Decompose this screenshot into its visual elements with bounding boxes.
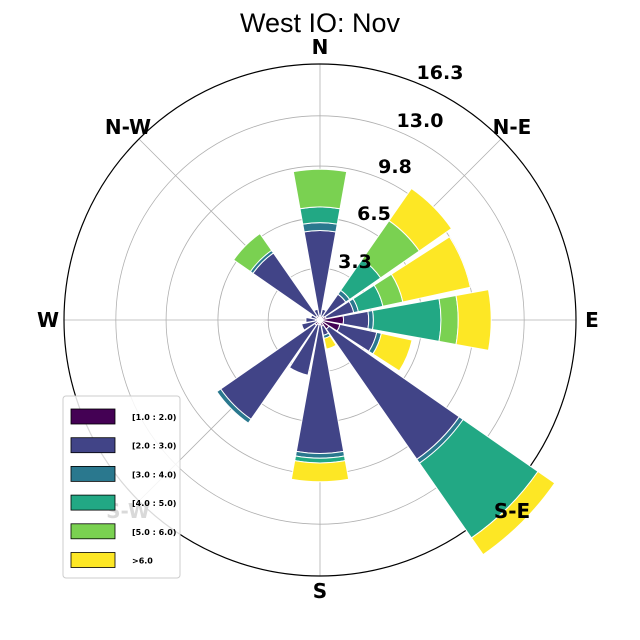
radial-tick-label: 3.3 — [338, 251, 372, 273]
radial-tick-label: 13.0 — [397, 110, 444, 132]
legend-swatch — [70, 523, 116, 540]
radial-tick-label: 9.8 — [378, 156, 412, 178]
radial-tick-label: 6.5 — [357, 203, 391, 225]
windrose-bar — [302, 222, 338, 233]
legend-swatch — [70, 494, 116, 511]
direction-label: N-W — [105, 115, 151, 139]
windrose-bar — [323, 335, 337, 350]
windrose-bar — [438, 294, 459, 346]
legend-label: [2.0 : 3.0) — [132, 442, 176, 451]
windrose-bar — [313, 308, 320, 319]
radial-tick-label: 16.3 — [417, 62, 464, 84]
legend-swatch — [70, 408, 116, 425]
direction-label: E — [585, 308, 599, 332]
direction-label: S-E — [494, 499, 530, 523]
radial-tick-labels: 3.3 6.5 9.8 13.0 16.3 — [338, 62, 463, 273]
legend: [1.0 : 2.0) [2.0 : 3.0) [3.0 : 4.0) [4.0 : … — [62, 395, 181, 579]
windrose-bar — [372, 332, 413, 372]
chart-title: West IO: Nov — [240, 8, 401, 38]
windrose-bar — [288, 323, 320, 376]
legend-label: [1.0 : 2.0) — [132, 413, 176, 422]
legend-label: >6.0 — [132, 557, 153, 566]
legend-label: [5.0 : 6.0) — [132, 528, 176, 537]
windrose-bar — [216, 388, 252, 424]
outer-ring — [63, 63, 577, 577]
windrose-bar — [232, 232, 273, 273]
windrose-bar — [303, 230, 337, 316]
windrose-bar — [470, 470, 556, 556]
sector-bars — [216, 168, 556, 556]
windrose-bar — [390, 236, 471, 303]
direction-label: N — [312, 35, 329, 59]
windrose-bar — [455, 289, 492, 351]
direction-label: N-E — [493, 115, 532, 139]
legend-label: [4.0 : 5.0) — [132, 499, 176, 508]
windrose-bar — [300, 320, 319, 331]
legend-swatch — [70, 437, 116, 454]
windrose-bar — [290, 460, 350, 483]
legend-swatch — [70, 552, 116, 568]
legend-label: [3.0 : 4.0) — [132, 470, 176, 479]
windrose-bar — [292, 168, 348, 210]
windrose-bar — [388, 187, 453, 252]
direction-label: S — [313, 579, 327, 603]
direction-label: W — [37, 308, 59, 332]
windrose-bar — [299, 206, 341, 225]
legend-swatch — [70, 465, 116, 482]
